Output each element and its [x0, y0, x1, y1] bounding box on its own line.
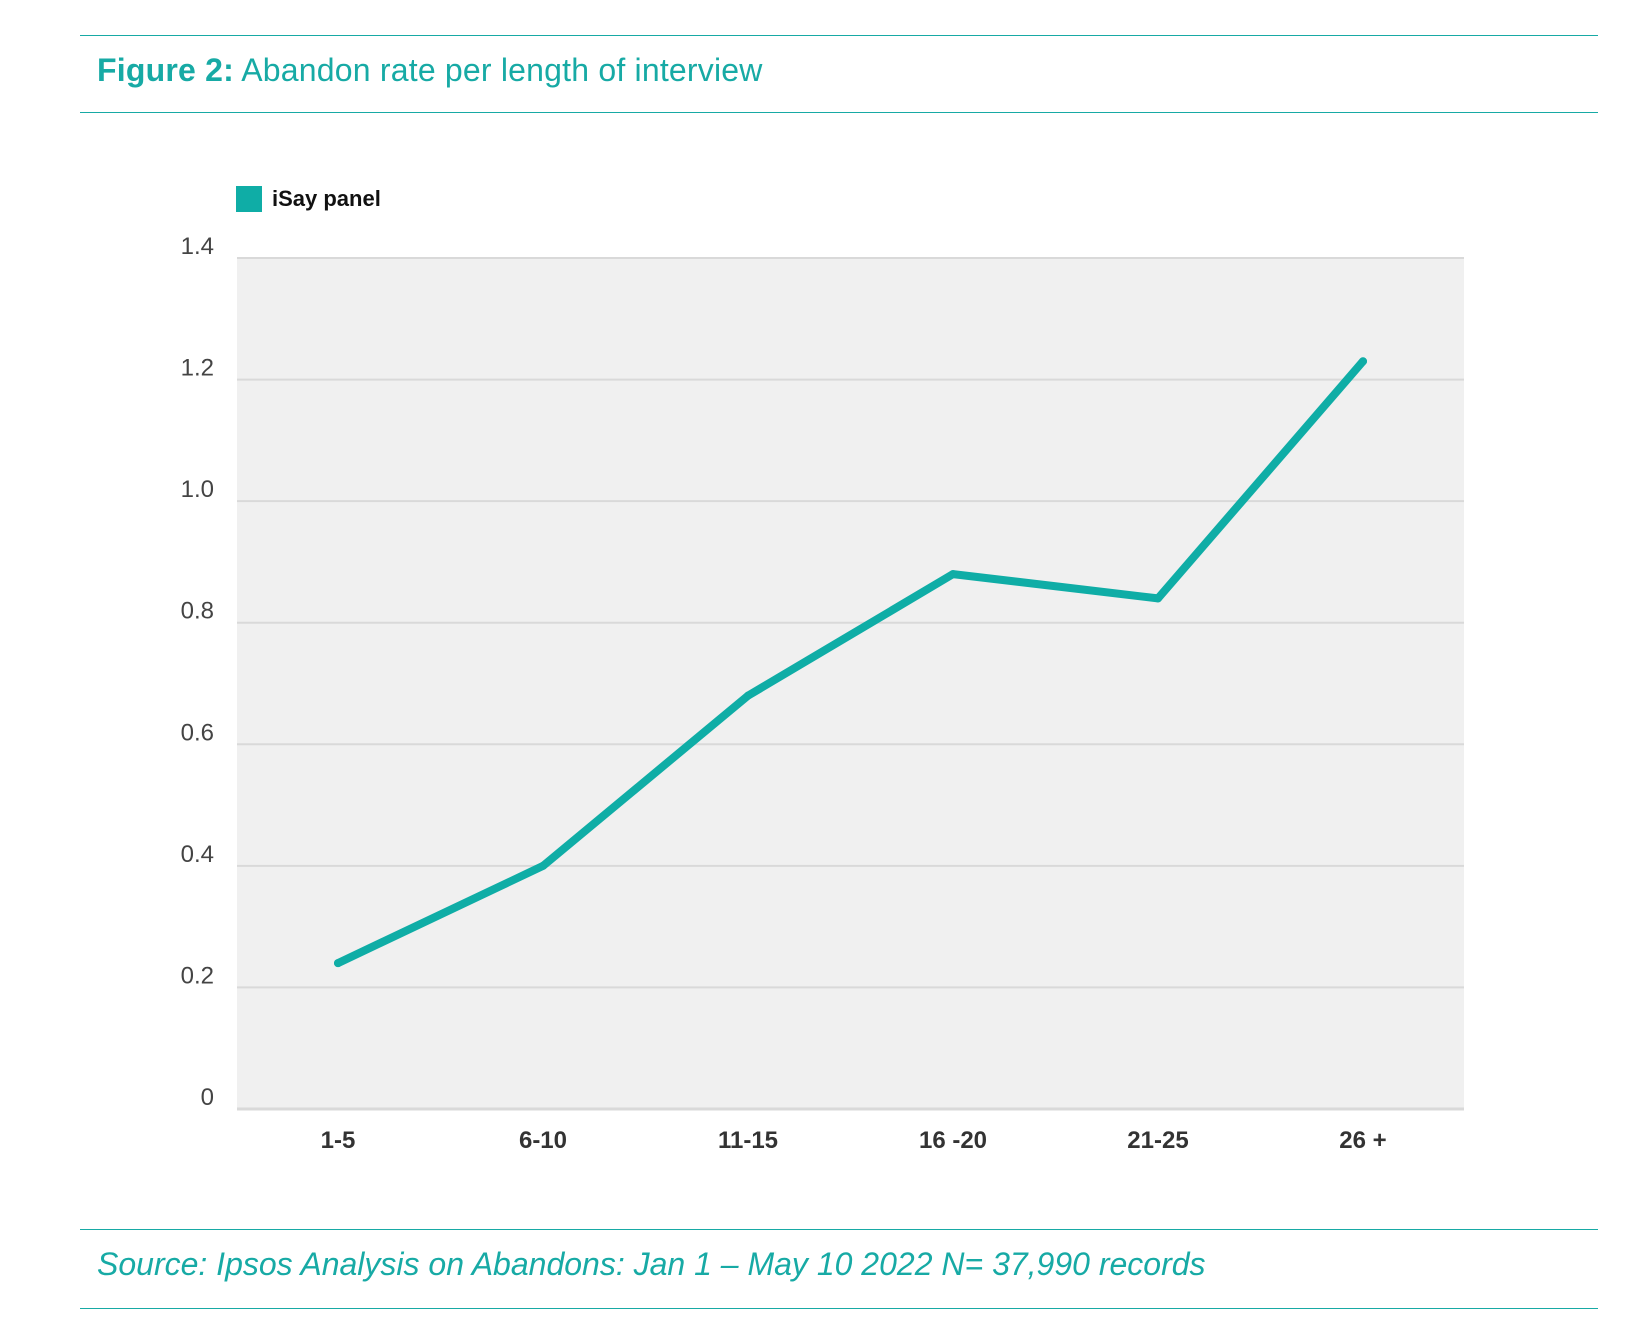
x-axis-ticks: 1-5 6-10 11-15 16 -20 21-25 26 +: [321, 1127, 1387, 1154]
y-tick-label: 1.0: [181, 476, 214, 503]
bottom-rule: [80, 1308, 1598, 1309]
x-tick-label: 16 -20: [919, 1127, 987, 1154]
data-point: [334, 959, 342, 968]
gridlines: [237, 257, 1464, 1111]
data-point: [1154, 594, 1162, 603]
x-tick-label: 26 +: [1339, 1127, 1386, 1154]
data-point: [1359, 357, 1367, 366]
data-point: [744, 691, 752, 700]
series-line: [334, 357, 1367, 968]
source-top-rule: [80, 1229, 1598, 1230]
y-tick-label: 0.6: [181, 719, 214, 746]
data-point: [949, 570, 957, 579]
figure-title-text: Abandon rate per length of interview: [241, 52, 763, 88]
x-tick-label: 6-10: [519, 1127, 567, 1154]
title-rule: [80, 112, 1598, 113]
legend-label: iSay panel: [272, 186, 381, 211]
plot-area: [237, 258, 1464, 1109]
figure-label: Figure 2:: [97, 52, 234, 88]
figure-title: Figure 2: Abandon rate per length of int…: [97, 52, 763, 89]
y-tick-label: 0: [201, 1084, 214, 1111]
series-layer: [334, 357, 1367, 968]
x-tick-label: 1-5: [321, 1127, 356, 1154]
y-tick-label: 1.2: [181, 355, 214, 382]
x-tick-label: 21-25: [1127, 1127, 1188, 1154]
data-point: [539, 861, 547, 870]
y-tick-label: 0.4: [181, 841, 214, 868]
x-tick-label: 11-15: [718, 1127, 778, 1154]
y-tick-label: 1.4: [181, 233, 214, 260]
y-tick-label: 0.2: [181, 962, 214, 989]
source-note: Source: Ipsos Analysis on Abandons: Jan …: [97, 1246, 1206, 1282]
top-rule: [80, 35, 1598, 36]
y-axis-ticks: 0 0.2 0.4 0.6 0.8 1.0 1.2 1.4: [181, 233, 214, 1111]
legend-swatch: [236, 186, 262, 212]
chart-legend: iSay panel: [236, 186, 381, 212]
y-tick-label: 0.8: [181, 598, 214, 625]
line-chart: 0 0.2 0.4 0.6 0.8 1.0 1.2 1.4 1-5 6-10 11-15 16 -2…: [181, 233, 1464, 1154]
